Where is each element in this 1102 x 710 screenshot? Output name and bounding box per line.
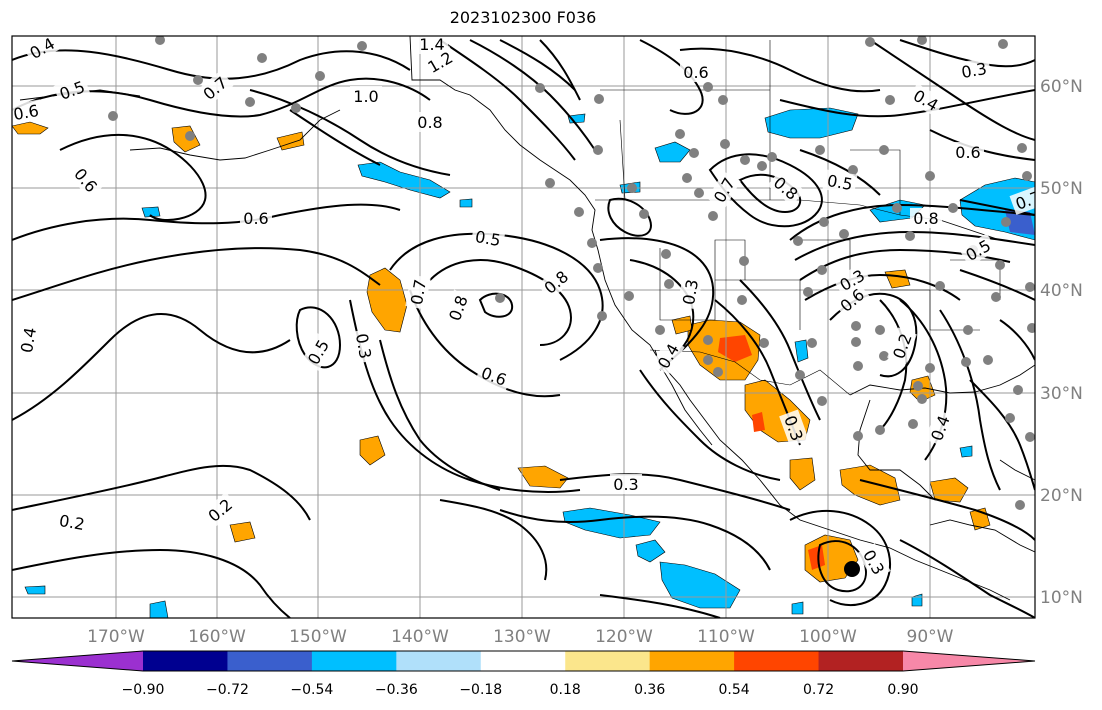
colorbar-segment bbox=[311, 651, 397, 671]
longitude-label: 100°W bbox=[799, 627, 857, 647]
graticule bbox=[12, 36, 1035, 618]
colorbar-tick-label: 0.18 bbox=[550, 682, 581, 698]
longitude-label: 120°W bbox=[595, 627, 653, 647]
contour-label-text: 0.4 bbox=[17, 326, 40, 354]
contour-label-text: 0.3 bbox=[613, 475, 638, 494]
contour-label: 0.6 bbox=[12, 99, 44, 125]
contour-label: 0.8 bbox=[910, 208, 942, 228]
colorbar-segment bbox=[480, 651, 566, 671]
contour-label-text: 0.7 bbox=[407, 278, 430, 306]
contour-label-text: 0.3 bbox=[679, 278, 702, 306]
contour-label: 0.5 bbox=[822, 169, 858, 195]
colorbar-segment bbox=[396, 651, 482, 671]
contour-label: 0.6 bbox=[240, 208, 272, 228]
contour-label-text: 0.5 bbox=[826, 171, 854, 194]
longitude-label: 140°W bbox=[391, 627, 449, 647]
colorbar-tick-label: −0.18 bbox=[459, 682, 502, 698]
longitude-label: 110°W bbox=[697, 627, 755, 647]
latitude-label: 50°N bbox=[1040, 179, 1083, 199]
contour-label: 0.5 bbox=[470, 225, 506, 251]
contour-label: 1.0 bbox=[350, 86, 382, 106]
contour-label: 0.4 bbox=[15, 322, 41, 358]
map-border bbox=[11, 35, 1036, 619]
latitude-label: 40°N bbox=[1040, 281, 1083, 301]
colorbar-tick-label: −0.72 bbox=[206, 682, 249, 698]
colorbar-segment bbox=[734, 651, 820, 671]
colorbar-tick-label: 0.54 bbox=[719, 682, 750, 698]
longitude-label: 90°W bbox=[907, 627, 954, 647]
contour-label-text: 0.2 bbox=[58, 511, 86, 534]
contour-label: 0.3 bbox=[610, 474, 642, 494]
station-markers bbox=[108, 36, 1035, 510]
contour-label: 0.3 bbox=[956, 57, 992, 83]
contour-label-text: 0.6 bbox=[955, 143, 980, 162]
contour-label: 0.6 bbox=[68, 161, 104, 199]
map-title: 2023102300 F036 bbox=[449, 8, 597, 27]
colorbar-segment bbox=[818, 651, 904, 671]
colorbar-segment bbox=[649, 651, 735, 671]
latitude-label: 30°N bbox=[1040, 384, 1083, 404]
contour-label: 0.3 bbox=[351, 328, 377, 364]
colorbar-lower-extension bbox=[12, 651, 143, 671]
contour-label: 1.4 bbox=[416, 35, 448, 54]
contour-label-text: 0.6 bbox=[243, 209, 268, 228]
latitude-labels: 10°N 20°N 30°N 40°N 50°N 60°N bbox=[1040, 77, 1083, 608]
contour-lines bbox=[12, 39, 1035, 618]
contour-label-text: 0.6 bbox=[683, 63, 708, 82]
colorbar-tick-label: −0.54 bbox=[290, 682, 333, 698]
colorbar-tick-label: 0.72 bbox=[803, 682, 834, 698]
contour-label: 0.3 bbox=[677, 274, 703, 310]
longitude-label: 130°W bbox=[493, 627, 551, 647]
latitude-label: 20°N bbox=[1040, 486, 1083, 506]
contour-label-text: 1.4 bbox=[419, 35, 444, 54]
contour-label-text: 0.8 bbox=[417, 113, 442, 132]
contour-label: 0.5 bbox=[53, 75, 91, 105]
contour-label-text: 1.0 bbox=[353, 87, 378, 106]
contour-label-text: 0.6 bbox=[12, 101, 40, 124]
longitude-label: 160°W bbox=[188, 627, 246, 647]
latitude-label: 60°N bbox=[1040, 77, 1083, 97]
contour-label: 0.6 bbox=[680, 62, 712, 82]
contour-labels: 0.40.50.60.70.61.41.21.00.80.60.50.70.80… bbox=[12, 35, 1043, 581]
colorbar-segment bbox=[227, 651, 313, 671]
contour-label: 0.7 bbox=[405, 274, 431, 310]
contour-label-text: 0.7 bbox=[1013, 187, 1043, 214]
contour-label-text: 0.8 bbox=[913, 209, 938, 228]
storm-marker bbox=[844, 561, 860, 577]
colorbar-tick-label: −0.36 bbox=[375, 682, 418, 698]
contour-label: 0.6 bbox=[952, 142, 984, 162]
contour-label-text: 0.5 bbox=[474, 227, 502, 250]
contour-label-text: 0.3 bbox=[352, 332, 375, 360]
longitude-label: 150°W bbox=[289, 627, 347, 647]
latitude-label: 10°N bbox=[1040, 588, 1083, 608]
colorbar-outline bbox=[11, 650, 1036, 672]
contour-label: 0.8 bbox=[414, 112, 446, 132]
longitude-label: 170°W bbox=[87, 627, 145, 647]
colorbar: −0.90 −0.72 −0.54 −0.36 −0.18 0.18 0.36 0.54 0.7… bbox=[11, 650, 1036, 698]
colorbar-tick-label: 0.36 bbox=[634, 682, 665, 698]
colorbar-segment bbox=[143, 651, 228, 671]
colorbar-tick-label: 0.90 bbox=[887, 682, 918, 698]
contour-label: 0.2 bbox=[54, 509, 90, 535]
contour-label: 0.7 bbox=[1009, 185, 1043, 215]
longitude-labels: 170°W 160°W 150°W 140°W 130°W 120°W 110°W 100°W… bbox=[87, 627, 954, 647]
colorbar-tick-label: −0.90 bbox=[122, 682, 165, 698]
colorbar-segment bbox=[565, 651, 651, 671]
colorbar-upper-extension bbox=[903, 651, 1035, 671]
contour-label-text: 0.3 bbox=[960, 59, 988, 82]
